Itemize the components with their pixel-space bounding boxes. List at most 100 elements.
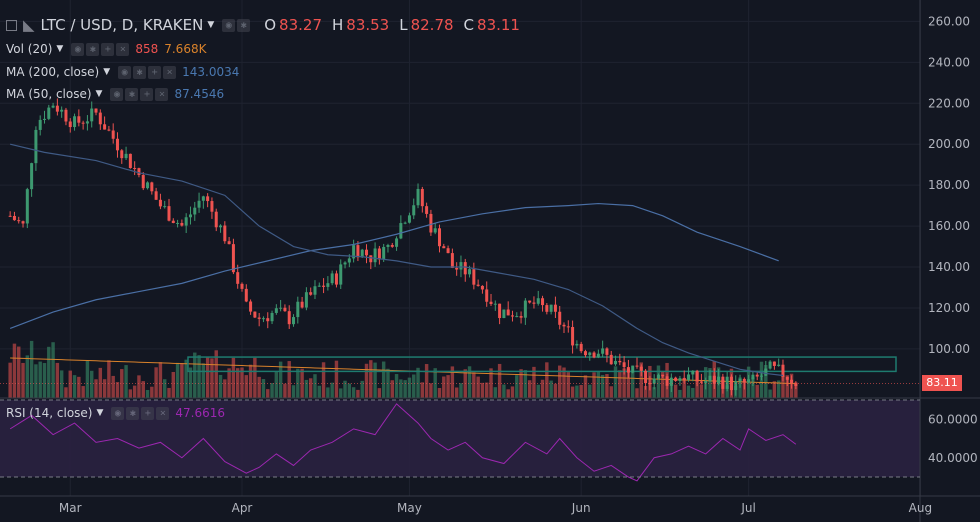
plus-icon[interactable]: +	[148, 65, 162, 79]
eye-icon[interactable]: ◉	[118, 65, 132, 79]
collapse-icon[interactable]	[6, 19, 17, 31]
candle	[794, 381, 798, 390]
volume-bar	[175, 362, 180, 398]
candle	[407, 212, 411, 224]
volume-bar	[343, 380, 347, 398]
volume-bar	[107, 360, 111, 398]
volume-bar	[772, 381, 777, 398]
volume-bar	[394, 374, 399, 398]
ma200-tools: ◉ ✱ + ×	[118, 65, 177, 79]
candle	[635, 357, 639, 369]
ma50-label[interactable]: MA (50, close)	[6, 87, 92, 101]
candle	[292, 314, 296, 327]
chevron-down-icon[interactable]: ▼	[56, 44, 64, 54]
volume-bar	[42, 363, 47, 398]
chevron-down-icon[interactable]: ▼	[95, 89, 103, 99]
candle	[150, 181, 154, 195]
candle	[785, 376, 789, 387]
plus-icon[interactable]: +	[140, 87, 154, 101]
volume-bar	[210, 358, 214, 398]
volume-bar	[489, 368, 493, 398]
volume-bar	[193, 352, 197, 398]
candle	[571, 320, 575, 354]
candle	[287, 305, 291, 329]
volume-bar	[59, 370, 64, 398]
ma50-legend: MA (50, close) ▼ ◉ ✱ + × 87.4546	[6, 87, 224, 101]
candle	[412, 198, 416, 220]
volume-label[interactable]: Vol (20)	[6, 42, 53, 56]
volume-bar	[570, 386, 575, 398]
candle	[485, 281, 489, 307]
gear-icon[interactable]: ✱	[133, 65, 147, 79]
gear-icon[interactable]: ✱	[126, 406, 140, 420]
close-icon[interactable]: ×	[116, 42, 130, 56]
volume-bar	[630, 370, 635, 398]
candle	[77, 109, 81, 127]
volume-bar	[502, 384, 506, 398]
volume-bar	[781, 375, 785, 398]
close-icon[interactable]: ×	[155, 87, 169, 101]
candle	[386, 243, 390, 253]
candle	[343, 261, 347, 269]
candle	[403, 221, 407, 225]
volume-bar	[579, 385, 583, 398]
gear-icon[interactable]: ✱	[125, 87, 139, 101]
resistance-zone	[187, 356, 897, 373]
candle	[219, 224, 223, 233]
volume-bar	[339, 388, 343, 398]
candle	[480, 285, 484, 294]
symbol-title[interactable]: LTC / USD, D, KRAKEN	[40, 16, 204, 34]
volume-bar	[545, 362, 549, 398]
volume-value: 858	[135, 42, 159, 56]
eye-icon[interactable]: ◉	[222, 18, 236, 32]
ma50-line	[10, 143, 784, 377]
chevron-down-icon[interactable]: ▼	[207, 20, 215, 30]
volume-bar	[223, 379, 227, 398]
volume-bar	[261, 379, 266, 398]
volume-bar	[493, 387, 498, 398]
candle	[596, 349, 600, 359]
eye-icon[interactable]: ◉	[71, 42, 85, 56]
chevron-down-icon[interactable]: ▼	[103, 67, 111, 77]
volume-bar	[708, 368, 712, 398]
volume-bar	[197, 355, 201, 398]
volume-bar	[592, 372, 596, 398]
volume-bar	[699, 384, 704, 398]
plus-icon[interactable]: +	[101, 42, 115, 56]
volume-bar	[412, 374, 416, 398]
time-tick-label: Apr	[232, 501, 253, 515]
close-icon[interactable]: ×	[163, 65, 177, 79]
ma200-label[interactable]: MA (200, close)	[6, 65, 100, 79]
volume-bar	[287, 361, 291, 398]
volume-bar	[785, 375, 789, 398]
volume-bar	[17, 346, 21, 398]
volume-bar	[416, 367, 420, 398]
price-tick-label: 240.00	[928, 55, 970, 69]
eye-icon[interactable]: ◉	[111, 406, 125, 420]
volume-bar	[403, 380, 407, 398]
gear-icon[interactable]: ✱	[86, 42, 100, 56]
candle	[193, 201, 197, 221]
candle	[365, 244, 369, 264]
eye-icon[interactable]: ◉	[110, 87, 124, 101]
volume-bar	[120, 369, 124, 398]
rsi-label[interactable]: RSI (14, close)	[6, 406, 93, 420]
candle	[17, 216, 21, 224]
candle	[171, 218, 175, 224]
candle	[682, 370, 686, 383]
volume-bar	[274, 371, 279, 398]
chevron-down-icon[interactable]: ▼	[96, 408, 104, 418]
candle	[575, 340, 579, 349]
volume-bar	[643, 385, 648, 398]
candle	[141, 172, 145, 191]
volume-bar	[304, 379, 309, 398]
volume-bar	[553, 383, 558, 398]
plus-icon[interactable]: +	[141, 406, 155, 420]
candle	[609, 350, 613, 365]
gear-icon[interactable]: ✱	[237, 18, 251, 32]
candle	[433, 222, 437, 235]
close-icon[interactable]: ×	[156, 406, 170, 420]
volume-bar	[476, 376, 480, 398]
